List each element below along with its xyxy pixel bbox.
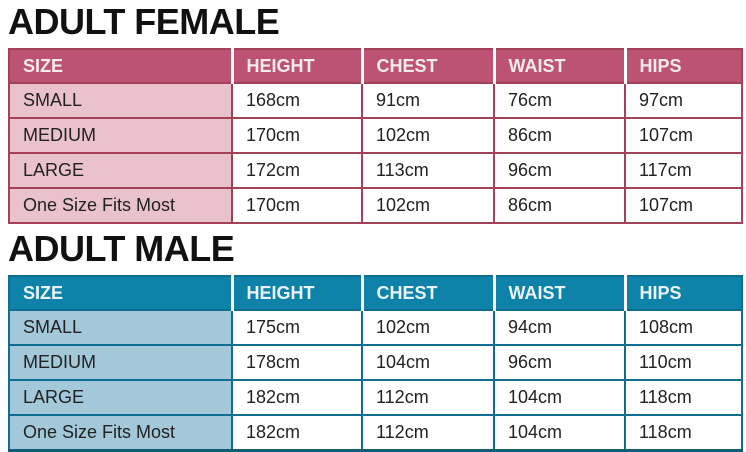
- adult-male-size-table: SIZE HEIGHT CHEST WAIST HIPS SMALL 175cm…: [8, 275, 743, 452]
- data-cell: 175cm: [231, 309, 363, 346]
- row-label-cell: MEDIUM: [8, 344, 233, 381]
- data-cell: 96cm: [493, 152, 626, 189]
- data-cell: 112cm: [361, 379, 495, 416]
- row-label-cell: SMALL: [8, 309, 233, 346]
- data-cell: 96cm: [493, 344, 626, 381]
- data-cell: 170cm: [231, 117, 363, 154]
- table-row-one-size: One Size Fits Most 170cm 102cm 86cm 107c…: [8, 187, 743, 224]
- column-header-height: HEIGHT: [230, 49, 362, 84]
- row-label-cell: One Size Fits Most: [8, 187, 233, 224]
- column-header-hips: HIPS: [623, 276, 742, 311]
- data-cell: 107cm: [624, 187, 743, 224]
- data-cell: 168cm: [231, 82, 363, 119]
- row-label-cell: One Size Fits Most: [8, 414, 233, 452]
- data-cell: 97cm: [624, 82, 743, 119]
- row-label-cell: LARGE: [8, 379, 233, 416]
- data-cell: 108cm: [624, 309, 743, 346]
- data-cell: 107cm: [624, 117, 743, 154]
- data-cell: 102cm: [361, 187, 495, 224]
- data-cell: 118cm: [624, 414, 743, 452]
- data-cell: 182cm: [231, 379, 363, 416]
- data-cell: 182cm: [231, 414, 363, 452]
- data-cell: 91cm: [361, 82, 495, 119]
- column-header-hips: HIPS: [623, 49, 742, 84]
- data-cell: 113cm: [361, 152, 495, 189]
- table-header-row: SIZE HEIGHT CHEST WAIST HIPS: [9, 49, 742, 84]
- table-header-row: SIZE HEIGHT CHEST WAIST HIPS: [9, 276, 742, 311]
- adult-female-section: ADULT FEMALE SIZE HEIGHT CHEST WAIST HIP…: [0, 0, 746, 224]
- data-cell: 86cm: [493, 117, 626, 154]
- data-cell: 170cm: [231, 187, 363, 224]
- data-cell: 104cm: [493, 379, 626, 416]
- adult-male-section: ADULT MALE SIZE HEIGHT CHEST WAIST HIPS …: [0, 224, 746, 452]
- data-cell: 86cm: [493, 187, 626, 224]
- row-label-cell: SMALL: [8, 82, 233, 119]
- table-row-medium: MEDIUM 170cm 102cm 86cm 107cm: [8, 117, 743, 154]
- adult-female-title: ADULT FEMALE: [8, 1, 280, 42]
- data-cell: 104cm: [493, 414, 626, 452]
- adult-male-title: ADULT MALE: [8, 228, 235, 269]
- row-label-cell: LARGE: [8, 152, 233, 189]
- data-cell: 102cm: [361, 309, 495, 346]
- table-row-large: LARGE 182cm 112cm 104cm 118cm: [8, 379, 743, 416]
- row-label-cell: MEDIUM: [8, 117, 233, 154]
- data-cell: 178cm: [231, 344, 363, 381]
- table-row-large: LARGE 172cm 113cm 96cm 117cm: [8, 152, 743, 189]
- data-cell: 172cm: [231, 152, 363, 189]
- column-header-chest: CHEST: [360, 276, 494, 311]
- column-header-size: SIZE: [9, 276, 232, 311]
- column-header-height: HEIGHT: [230, 276, 362, 311]
- column-header-size: SIZE: [9, 49, 232, 84]
- data-cell: 112cm: [361, 414, 495, 452]
- data-cell: 94cm: [493, 309, 626, 346]
- data-cell: 104cm: [361, 344, 495, 381]
- data-cell: 117cm: [624, 152, 743, 189]
- column-header-waist: WAIST: [492, 276, 625, 311]
- table-row-medium: MEDIUM 178cm 104cm 96cm 110cm: [8, 344, 743, 381]
- data-cell: 118cm: [624, 379, 743, 416]
- data-cell: 110cm: [624, 344, 743, 381]
- column-header-chest: CHEST: [360, 49, 494, 84]
- table-row-small: SMALL 168cm 91cm 76cm 97cm: [8, 82, 743, 119]
- data-cell: 102cm: [361, 117, 495, 154]
- column-header-waist: WAIST: [492, 49, 625, 84]
- table-row-small: SMALL 175cm 102cm 94cm 108cm: [8, 309, 743, 346]
- table-row-one-size: One Size Fits Most 182cm 112cm 104cm 118…: [8, 414, 743, 452]
- adult-female-size-table: SIZE HEIGHT CHEST WAIST HIPS SMALL 168cm…: [8, 48, 743, 224]
- data-cell: 76cm: [493, 82, 626, 119]
